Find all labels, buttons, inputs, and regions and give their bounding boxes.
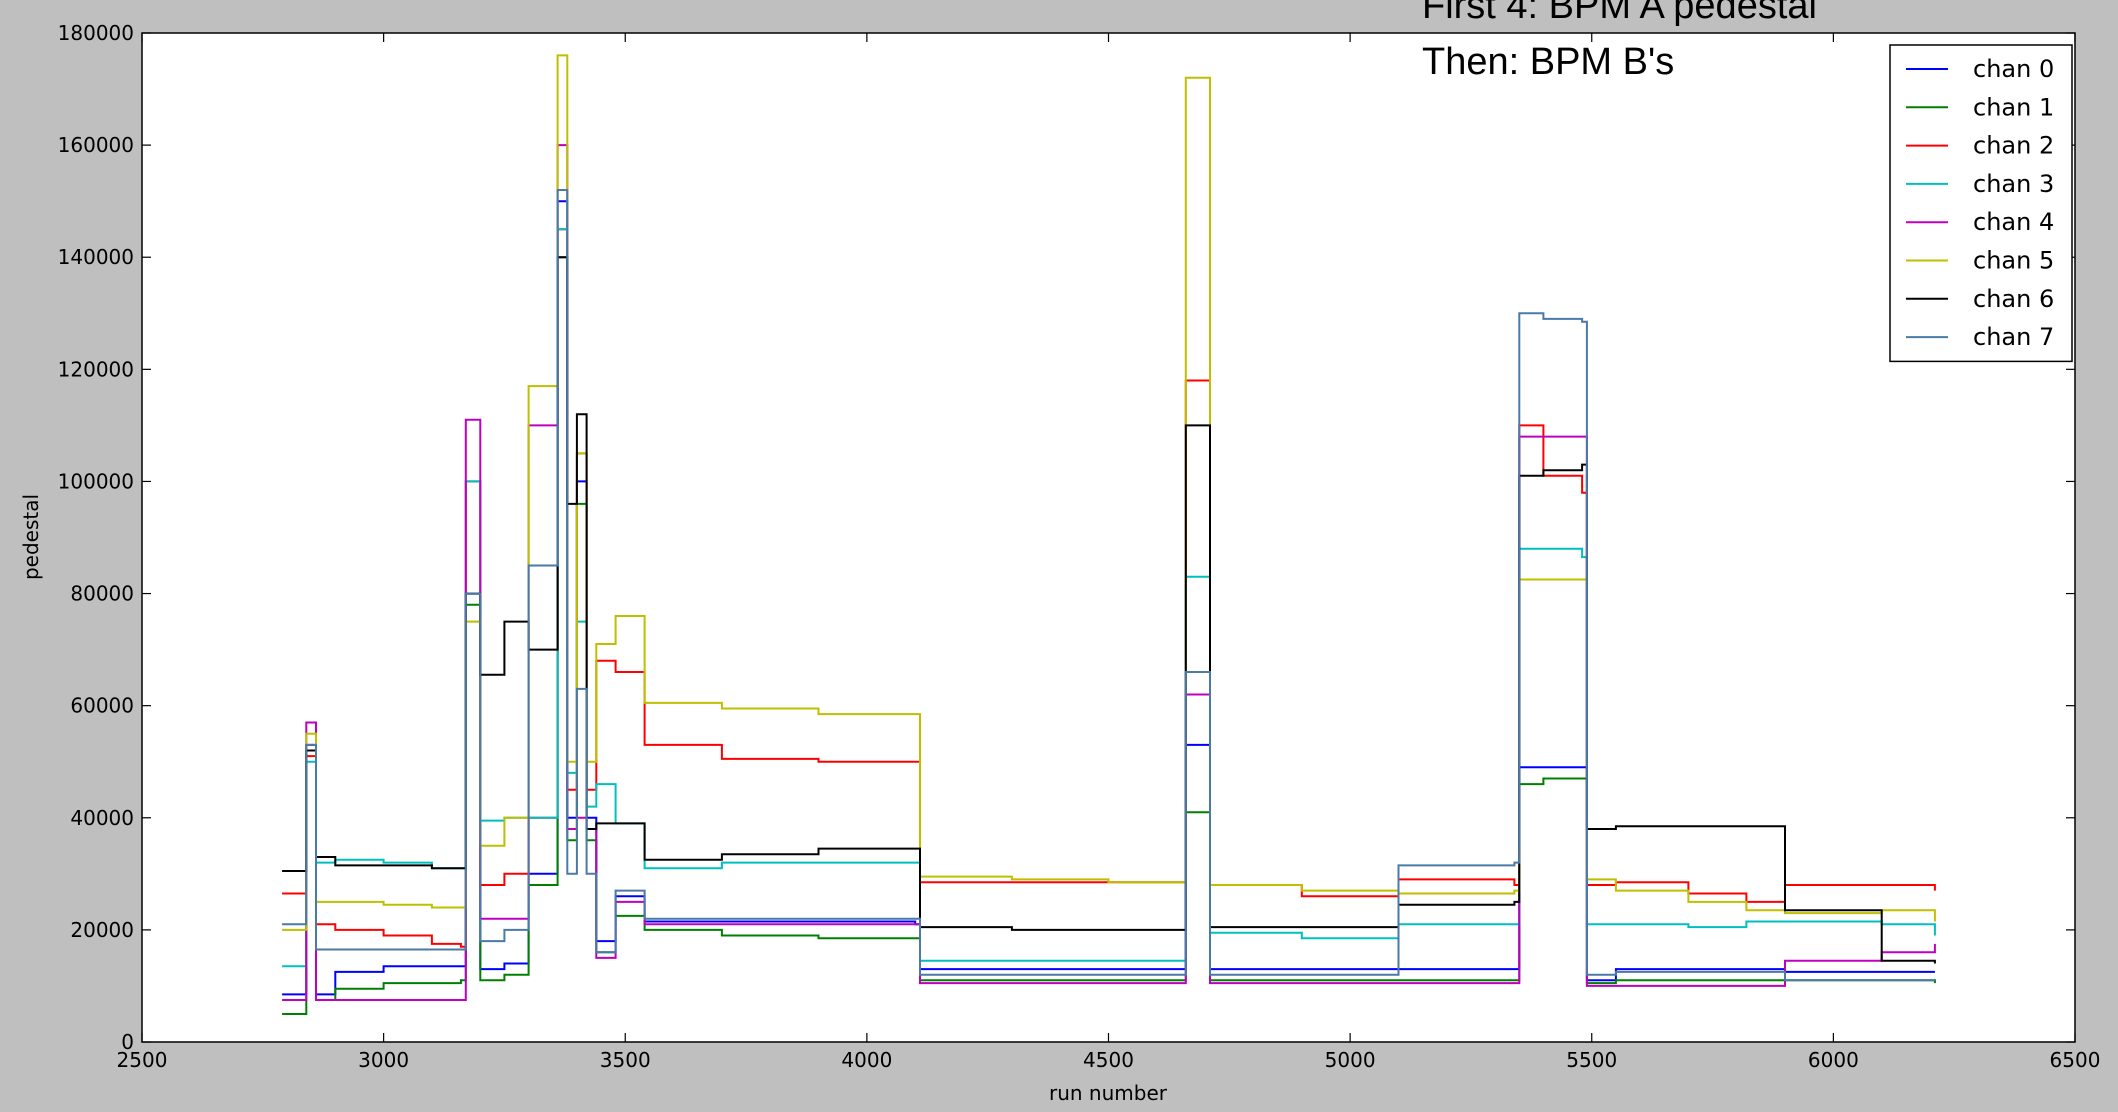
y-tick-label: 0 [121, 1030, 134, 1054]
y-tick-label: 180000 [58, 21, 134, 45]
x-tick-label: 3000 [358, 1048, 409, 1072]
annotation-line-1: First 4: BPM A pedestal [1422, 0, 1817, 27]
y-tick-label: 60000 [70, 694, 134, 718]
x-tick-label: 5500 [1566, 1048, 1617, 1072]
legend: chan 0 chan 1 chan 2 chan 3 chan 4 chan 5 chan… [1889, 44, 2073, 363]
y-tick-label: 80000 [70, 582, 134, 606]
legend-label: chan 5 [1973, 247, 2054, 275]
plot-area [142, 33, 2075, 1042]
y-tick-label: 100000 [58, 469, 134, 493]
x-tick-label: 5000 [1325, 1048, 1376, 1072]
y-tick-label: 40000 [70, 806, 134, 830]
x-axis-label: run number [1049, 1081, 1168, 1105]
x-tick-label: 2500 [117, 1048, 168, 1072]
x-tick-label: 3500 [600, 1048, 651, 1072]
y-tick-label: 120000 [58, 357, 134, 381]
x-tick-label: 6500 [2050, 1048, 2101, 1072]
legend-box [1889, 44, 2073, 363]
x-tick-label: 4500 [1083, 1048, 1134, 1072]
y-tick-label: 160000 [58, 133, 134, 157]
legend-label: chan 2 [1973, 132, 2054, 160]
tick-layer: 2500 3000 3500 4000 4500 5000 5500 6000 6500 0 200… [58, 21, 2101, 1072]
legend-label: chan 0 [1973, 55, 2054, 83]
legend-label: chan 3 [1973, 170, 2054, 198]
series-layer [282, 54, 1936, 1015]
x-tick-label: 6000 [1808, 1048, 1859, 1072]
annotation-line-2: Then: BPM B's [1422, 41, 1674, 83]
x-tick-label: 4000 [841, 1048, 892, 1072]
series-line-chan-7 [282, 189, 1935, 982]
y-axis-label: pedestal [19, 494, 43, 580]
legend-label: chan 1 [1973, 93, 2054, 121]
legend-label: chan 6 [1973, 285, 2054, 313]
series-line-chan-2 [282, 228, 1936, 948]
y-tick-label: 140000 [58, 245, 134, 269]
y-tick-label: 20000 [70, 918, 134, 942]
legend-label: chan 7 [1973, 323, 2054, 351]
legend-label: chan 4 [1973, 208, 2054, 236]
